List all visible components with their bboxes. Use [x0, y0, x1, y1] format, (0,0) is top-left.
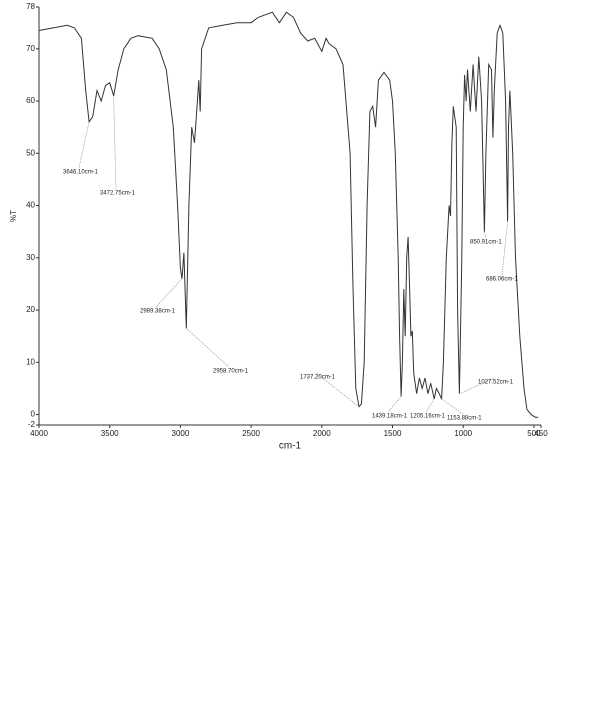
- y-tick-label: 0: [31, 410, 36, 419]
- annotation-leader: [441, 398, 464, 415]
- annotation-label: 686.06cm-1: [486, 277, 518, 283]
- x-tick-label: 1000: [454, 429, 472, 438]
- y-tick-label: 50: [26, 148, 35, 157]
- x-tick-label: 2500: [242, 429, 260, 438]
- annotation-label: 1027.52cm-1: [478, 380, 514, 386]
- annotation-leader: [459, 377, 495, 394]
- x-tick-label: 2000: [313, 429, 331, 438]
- y-axis-label: %T: [9, 210, 18, 222]
- annotation-label: 1439.18cm-1: [372, 414, 408, 420]
- x-axis-label: cm-1: [279, 441, 302, 452]
- y-tick-label: 20: [26, 305, 35, 314]
- x-tick-label: 450: [534, 429, 548, 438]
- annotation-leader: [186, 328, 230, 368]
- annotation-leader: [484, 231, 487, 239]
- annotation-label: 1737.20cm-1: [300, 375, 336, 381]
- x-tick-label: 4000: [30, 429, 48, 438]
- annotation-leader: [78, 121, 90, 169]
- x-tick-label: 500: [527, 429, 541, 438]
- annotation-leader: [501, 221, 508, 276]
- annotation-leader: [315, 372, 360, 407]
- annotation-label: 1153.88cm-1: [447, 416, 482, 422]
- y-tick-label: -2: [28, 420, 36, 429]
- annotation-label: 3472.75cm-1: [100, 191, 136, 197]
- annotation-label: 1205.16cm-1: [410, 414, 446, 420]
- spectrum-line: [38, 11, 539, 418]
- y-tick-label: 70: [26, 44, 35, 53]
- annotation-label: 2958.70cm-1: [213, 369, 249, 375]
- annotation-leader: [155, 278, 183, 308]
- y-tick-label: 78: [26, 2, 35, 11]
- annotation-label: 2989.38cm-1: [140, 309, 176, 315]
- y-tick-label: 10: [26, 357, 35, 366]
- x-tick-label: 1500: [384, 429, 402, 438]
- y-tick-label: 40: [26, 201, 35, 210]
- x-tick-label: 3000: [172, 429, 190, 438]
- annotation-label: 3646.10cm-1: [63, 170, 99, 176]
- y-tick-label: 30: [26, 253, 35, 262]
- annotation-leader: [425, 398, 435, 413]
- x-tick-label: 3500: [101, 429, 119, 438]
- annotation-label: 850.91cm-1: [470, 240, 502, 246]
- annotation-leader: [387, 396, 402, 413]
- annotation-leader: [113, 95, 117, 190]
- y-tick-label: 60: [26, 96, 35, 105]
